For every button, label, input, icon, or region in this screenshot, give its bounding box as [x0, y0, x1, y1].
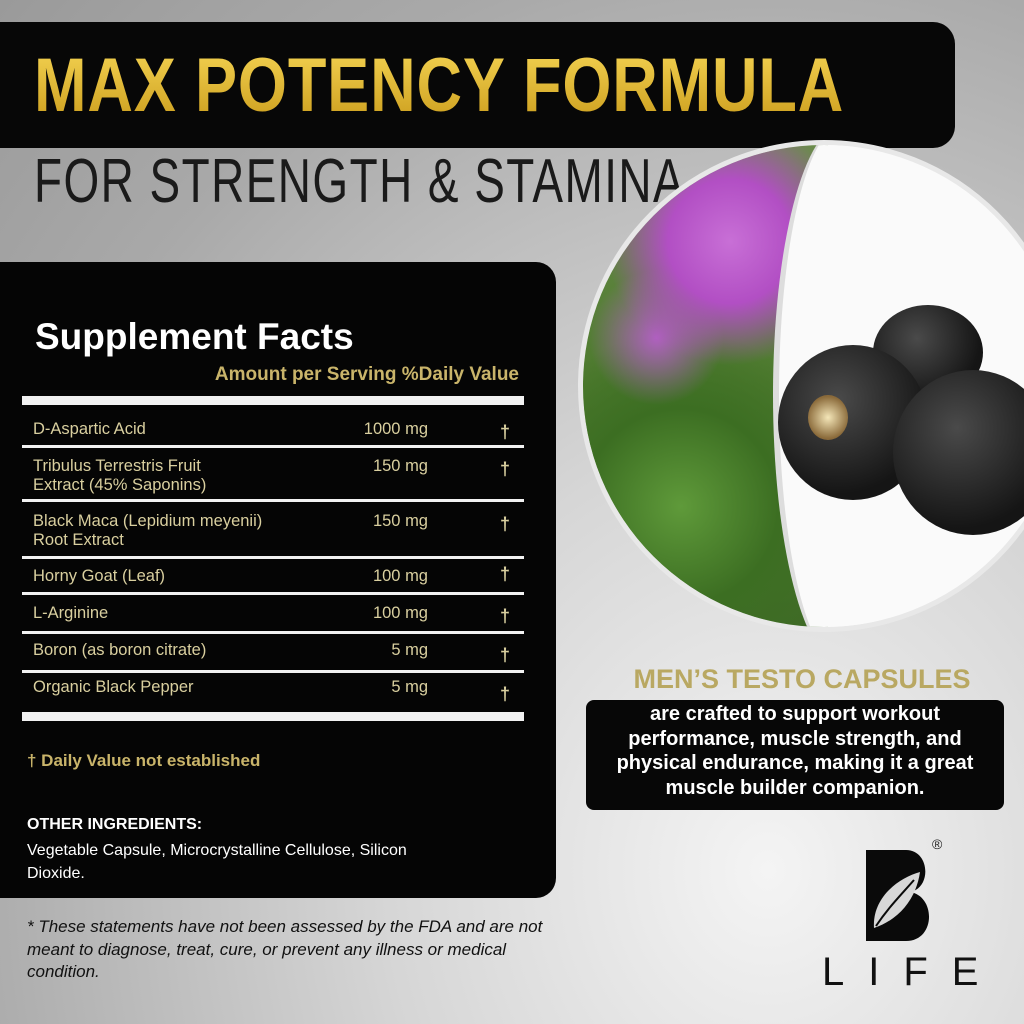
ingredient-name: L-Arginine	[33, 604, 109, 622]
daily-value: †	[500, 606, 511, 626]
divider	[22, 499, 524, 502]
product-description: are crafted to support workout performan…	[586, 700, 1004, 810]
subheadline: FOR STRENGTH & STAMINA	[34, 147, 686, 216]
maca-cut-face	[808, 395, 848, 440]
ingredient-amount: 150 mg	[372, 512, 428, 530]
divider	[22, 670, 524, 673]
ingredient-amount: 5 mg	[391, 678, 428, 696]
column-header: Amount per Serving %Daily Value	[214, 364, 519, 385]
ingredient-amount: 150 mg	[372, 457, 428, 475]
ingredient-name: D-Aspartic Acid	[33, 420, 146, 438]
ingredient-amount: 100 mg	[372, 604, 428, 622]
daily-value: †	[500, 514, 511, 534]
ingredient-name: Horny Goat (Leaf)	[33, 567, 166, 585]
registered-mark: ®	[932, 836, 943, 852]
daily-value: †	[500, 459, 511, 479]
fda-disclaimer: * These statements have not been assesse…	[27, 917, 543, 981]
ingredient-name: Black Maca (Lepidium meyenii) Root Extra…	[33, 512, 263, 549]
daily-value: †	[500, 422, 511, 442]
header-band	[0, 22, 955, 148]
other-ingredients-title: OTHER INGREDIENTS:	[27, 816, 203, 833]
divider	[22, 592, 524, 595]
divider-thick	[22, 712, 524, 721]
ingredient-amount: 5 mg	[391, 641, 428, 659]
brand-name: LIFE	[822, 950, 1003, 994]
b-life-logo-icon	[866, 850, 930, 941]
supplement-facts-panel	[0, 262, 556, 898]
divider	[22, 631, 524, 634]
divider-thick	[22, 396, 524, 405]
maca-root-image	[893, 370, 1024, 535]
supplement-facts-title: Supplement Facts	[35, 316, 354, 357]
daily-value: †	[500, 684, 511, 704]
product-title: MEN’S TESTO CAPSULES	[633, 664, 971, 694]
daily-value: †	[500, 564, 511, 584]
ingredient-name: Tribulus Terrestris Fruit Extract (45% S…	[33, 457, 207, 494]
ingredient-name: Boron (as boron citrate)	[33, 641, 207, 659]
ingredient-name: Organic Black Pepper	[33, 678, 194, 696]
other-ingredients-text: Vegetable Capsule, Microcrystalline Cell…	[27, 842, 407, 882]
divider	[22, 556, 524, 559]
headline: MAX POTENCY FORMULA	[34, 43, 845, 128]
daily-value-note: † Daily Value not established	[27, 751, 261, 770]
ingredient-amount: 100 mg	[372, 567, 428, 585]
divider	[22, 445, 524, 448]
ingredients-photo	[578, 140, 1024, 632]
ingredient-amount: 1000 mg	[363, 420, 428, 438]
daily-value: †	[500, 645, 511, 665]
